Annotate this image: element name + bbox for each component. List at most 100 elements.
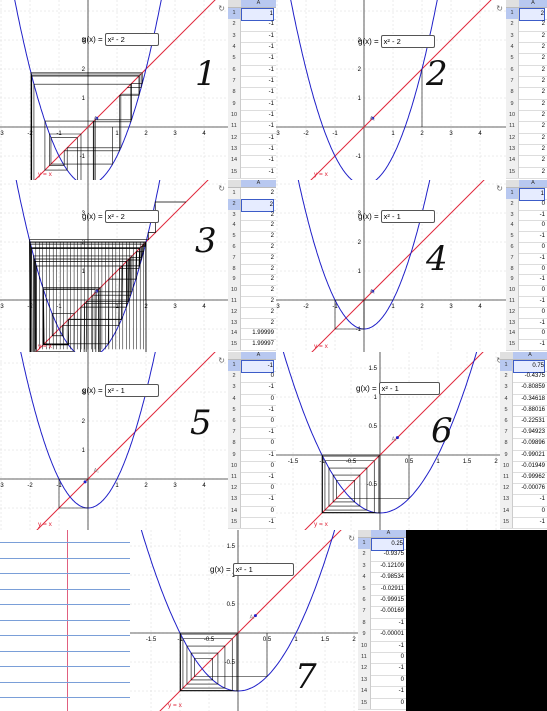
function-input-box[interactable]: g(x) = x² - 2 bbox=[358, 35, 435, 48]
cell-value[interactable]: 2 bbox=[541, 32, 545, 39]
function-field[interactable]: x² - 2 bbox=[380, 35, 435, 48]
sheet-row[interactable]: 13 -1 bbox=[228, 494, 276, 507]
cell-value[interactable]: -1 bbox=[268, 123, 274, 130]
sheet-row[interactable]: 3 -1 bbox=[228, 382, 276, 395]
cell-value[interactable]: 2 bbox=[541, 123, 545, 130]
column-a-header[interactable]: A bbox=[241, 352, 276, 359]
column-a-header[interactable]: A bbox=[241, 180, 276, 187]
cell-value[interactable]: -1 bbox=[268, 100, 274, 107]
cell-value[interactable]: 2 bbox=[541, 78, 545, 84]
cell-value[interactable]: -1 bbox=[268, 518, 274, 525]
cell-value[interactable]: -1 bbox=[539, 298, 545, 304]
diagonal-line[interactable] bbox=[276, 0, 506, 180]
refresh-icon[interactable]: ↻ bbox=[218, 184, 225, 193]
cell-value[interactable]: 2 bbox=[541, 134, 545, 141]
function-input-box[interactable]: g(x) = x² - 2 bbox=[82, 210, 159, 223]
cell-value[interactable]: 0 bbox=[541, 200, 545, 207]
cell-value[interactable]: -0.94923 bbox=[521, 429, 545, 436]
sheet-row[interactable]: 15 -1 bbox=[228, 516, 276, 529]
sheet-row[interactable]: 5 -1 bbox=[228, 404, 276, 417]
sheet-row[interactable]: 5 -1 bbox=[228, 53, 276, 66]
cell-value[interactable]: -0.00169 bbox=[380, 608, 404, 615]
sheet-row[interactable]: 9 -0.99021 bbox=[500, 449, 547, 462]
sheet-row[interactable]: 12 -0.00076 bbox=[500, 483, 547, 496]
parabola-curve[interactable] bbox=[130, 530, 358, 692]
cell-value[interactable]: -1 bbox=[268, 32, 274, 39]
cell-value[interactable]: 0 bbox=[400, 676, 404, 683]
cell-value[interactable]: -0.9375 bbox=[383, 551, 404, 558]
function-field[interactable]: x² - 1 bbox=[378, 382, 440, 395]
cell-value[interactable]: 2 bbox=[270, 244, 274, 250]
cell-value[interactable]: -1 bbox=[539, 211, 545, 218]
sheet-row[interactable]: 15 1.99997 bbox=[228, 339, 276, 351]
sheet-row[interactable]: 9 -0.00001 bbox=[358, 629, 406, 642]
sheet-row[interactable]: 11 -1 bbox=[506, 296, 547, 308]
sheet-row[interactable]: 13 -1 bbox=[228, 144, 276, 157]
cell-value[interactable]: -0.34618 bbox=[521, 395, 545, 402]
sheet-row[interactable]: 12 0 bbox=[506, 306, 547, 319]
diagonal-line[interactable] bbox=[130, 530, 358, 711]
sheet-row[interactable]: 11 -1 bbox=[228, 121, 276, 134]
cell-value[interactable]: 2 bbox=[541, 146, 545, 152]
sheet-row[interactable]: 13 -1 bbox=[506, 317, 547, 330]
spreadsheet-6[interactable]: A 1 0.75 2 -0.4375 3 -0.80859 4 -0.34618 5 -0.8801… bbox=[500, 352, 547, 530]
cell-value[interactable]: 1 bbox=[519, 188, 545, 201]
cell-value[interactable]: 2 bbox=[270, 319, 274, 326]
cell-value[interactable]: 1.99999 bbox=[252, 330, 274, 337]
function-field[interactable]: x² - 2 bbox=[104, 210, 159, 223]
sheet-row[interactable]: 6 -1 bbox=[228, 64, 276, 77]
cell-value[interactable]: 0 bbox=[541, 287, 545, 294]
sheet-row[interactable]: 7 -1 bbox=[228, 76, 276, 89]
sheet-row[interactable]: 10 0 bbox=[506, 285, 547, 297]
point-a1[interactable] bbox=[395, 436, 399, 440]
sheet-row[interactable]: 14 -1 bbox=[228, 155, 276, 168]
sheet-row[interactable]: 3 -0.12109 bbox=[358, 560, 406, 574]
cell-value[interactable]: -0.12109 bbox=[380, 562, 404, 569]
sheet-row[interactable]: 11 -0.99962 bbox=[500, 472, 547, 485]
diagonal-line[interactable] bbox=[276, 180, 506, 352]
cell-value[interactable]: 2 bbox=[241, 198, 274, 212]
sheet-row[interactable]: 10 0 bbox=[228, 460, 276, 473]
sheet-row[interactable]: 2 -1 bbox=[228, 19, 276, 32]
cell-value[interactable]: -0.99962 bbox=[521, 474, 545, 480]
cell-value[interactable]: -0.22531 bbox=[521, 418, 545, 424]
sheet-row[interactable]: 11 0 bbox=[358, 652, 406, 665]
sheet-row[interactable]: 10 -1 bbox=[228, 110, 276, 123]
sheet-row[interactable]: 14 0 bbox=[506, 328, 547, 341]
refresh-icon[interactable]: ↻ bbox=[218, 4, 225, 13]
column-a-header[interactable]: A bbox=[241, 0, 276, 7]
cell-value[interactable]: 0 bbox=[270, 485, 274, 492]
cell-value[interactable]: 2 bbox=[270, 190, 274, 196]
cell-value[interactable]: 0 bbox=[270, 418, 274, 424]
function-input-box[interactable]: g(x) = x² - 1 bbox=[210, 563, 294, 576]
parabola-curve[interactable] bbox=[277, 0, 451, 180]
cell-value[interactable]: -1 bbox=[268, 55, 274, 62]
cell-value[interactable]: -1 bbox=[268, 429, 274, 436]
sheet-row[interactable]: 7 -0.94923 bbox=[500, 427, 547, 440]
cell-value[interactable]: -1 bbox=[241, 360, 274, 374]
sheet-row[interactable]: 4 -0.98534 bbox=[358, 572, 406, 585]
cell-value[interactable]: 2 bbox=[270, 276, 274, 283]
cell-value[interactable]: 0 bbox=[541, 222, 545, 229]
sheet-row[interactable]: 13 0 bbox=[358, 674, 406, 688]
sheet-row[interactable]: 8 -1 bbox=[358, 617, 406, 631]
cell-value[interactable]: -1 bbox=[268, 168, 274, 175]
sheet-row[interactable]: 3 -0.80859 bbox=[500, 382, 547, 395]
sheet-row[interactable]: 5 -1 bbox=[506, 231, 547, 243]
point-a1[interactable] bbox=[95, 289, 99, 293]
cell-value[interactable]: 2 bbox=[541, 100, 545, 107]
cell-value[interactable]: -1 bbox=[268, 384, 274, 391]
sheet-row[interactable]: 15 -1 bbox=[500, 516, 547, 529]
sheet-row[interactable]: 12 0 bbox=[228, 483, 276, 496]
cell-value[interactable]: -1 bbox=[268, 496, 274, 503]
cell-value[interactable]: 2 bbox=[519, 8, 545, 22]
